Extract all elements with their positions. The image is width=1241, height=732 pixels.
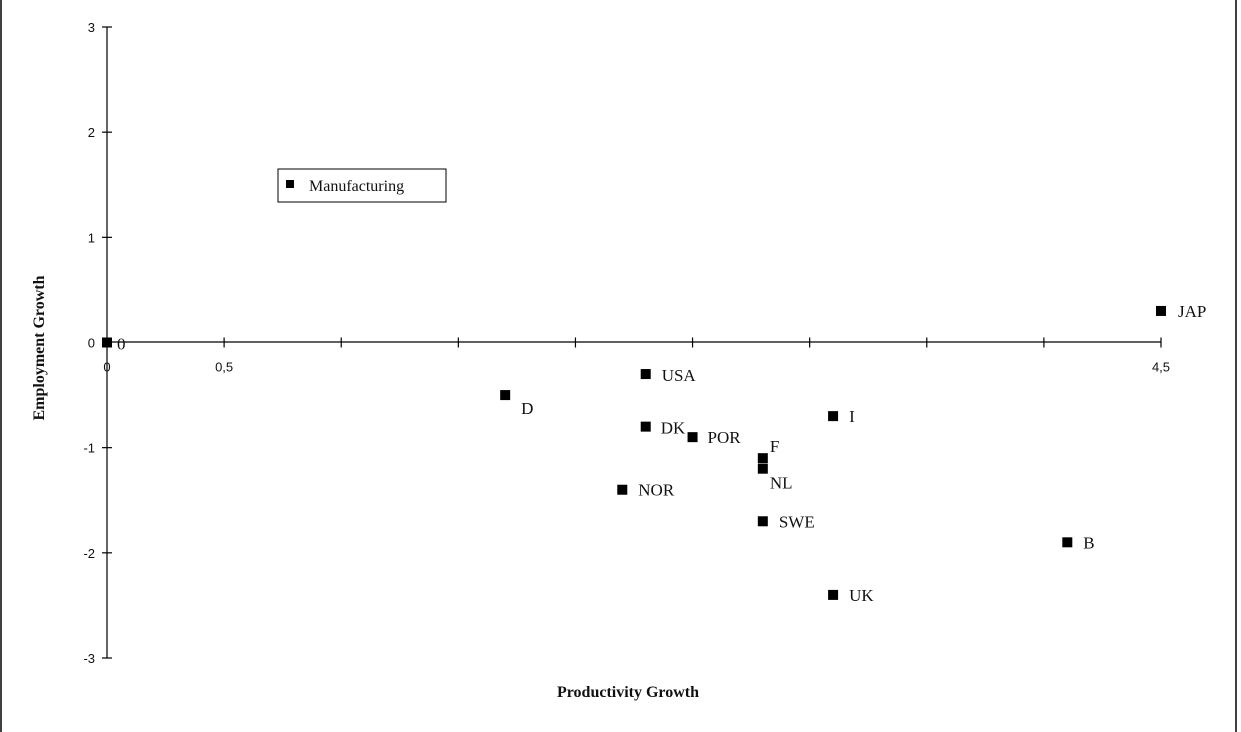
point-label-jap: JAP <box>1178 302 1206 321</box>
data-point-jap <box>1156 305 1166 316</box>
y-axis-title: Employment Growth <box>31 275 48 420</box>
data-point-f <box>757 453 768 464</box>
legend-marker <box>286 180 294 188</box>
point-label-uk: UK <box>849 586 874 605</box>
point-label-f: F <box>770 437 779 456</box>
legend-entry: Manufacturing <box>309 178 404 195</box>
x-axis-title: Productivity Growth <box>557 684 699 701</box>
data-point-nor <box>617 484 628 495</box>
x-axis-ticks: 0 0,5 4,5 <box>103 337 1170 375</box>
data-point-por <box>687 432 698 443</box>
legend: Manufacturing <box>277 168 447 203</box>
data-point-nl <box>757 463 768 474</box>
point-label-d: D <box>521 399 533 418</box>
point-label-b: B <box>1083 533 1094 552</box>
point-label-nor: NOR <box>638 481 675 500</box>
point-label-nl: NL <box>770 474 793 493</box>
y-tick-label: -2 <box>83 546 95 561</box>
point-label-origin: 0 <box>117 335 126 354</box>
y-axis-ticks: 3 2 1 0 -1 -2 -3 <box>83 20 112 666</box>
data-points: 0 JAP USA D I DK POR F NL NOR SWE B UK <box>102 302 1206 605</box>
point-label-i: I <box>849 407 855 426</box>
data-point-swe <box>757 516 768 527</box>
y-tick-label: -1 <box>83 441 95 456</box>
x-tick-label: 0,5 <box>215 360 233 375</box>
data-point-i <box>828 411 839 422</box>
data-point-dk <box>640 421 651 432</box>
x-tick-label: 0 <box>103 360 110 375</box>
x-tick-label: 4,5 <box>1152 360 1170 375</box>
y-tick-label: 2 <box>88 125 95 140</box>
point-label-dk: DK <box>661 419 686 438</box>
point-label-swe: SWE <box>779 512 815 531</box>
data-point-uk <box>828 589 839 600</box>
y-tick-label: 0 <box>88 336 95 351</box>
y-tick-label: 3 <box>88 20 95 35</box>
data-point-d <box>500 390 511 401</box>
y-tick-label: 1 <box>88 230 95 245</box>
y-tick-label: -3 <box>83 651 95 666</box>
data-point-origin <box>102 337 112 348</box>
point-label-por: POR <box>708 428 742 447</box>
data-point-b <box>1062 537 1073 548</box>
data-point-usa <box>640 369 651 380</box>
legend-box <box>277 168 447 203</box>
point-label-usa: USA <box>662 366 697 385</box>
